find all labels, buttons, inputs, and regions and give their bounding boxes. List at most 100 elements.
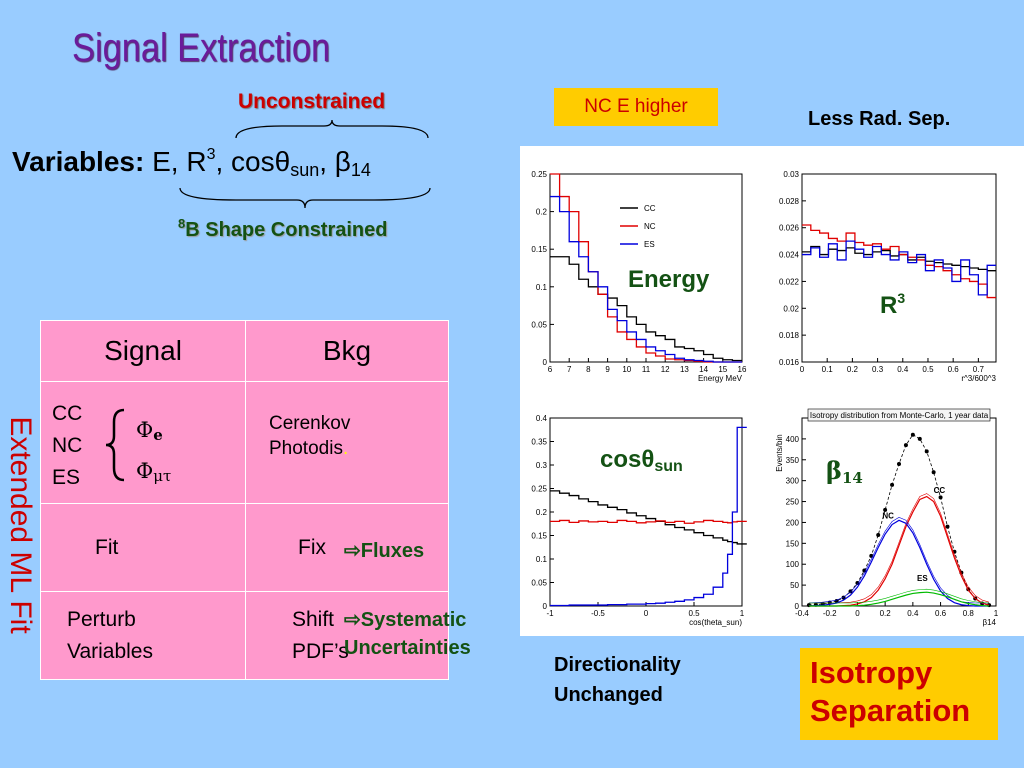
beta14-data-point — [938, 495, 943, 500]
r3-series-ES — [802, 240, 996, 296]
bkg-fix: Fix — [245, 503, 449, 592]
energy-legend-label: CC — [644, 204, 656, 213]
unconstrained-label: Unconstrained — [238, 90, 386, 113]
cos-x-axis-label: cos(theta_sun) — [689, 618, 742, 627]
bkg-cell-row1: Cerenkov Photodis. — [245, 381, 449, 504]
beta14-x-tick-label: 1 — [994, 609, 999, 618]
variables-label: Variables: — [12, 146, 145, 177]
beta14-title-box — [807, 408, 991, 422]
beta14-series-NC — [808, 519, 990, 607]
r3-y-tick-label: 0.02 — [783, 304, 799, 313]
r3-y-tick-label: 0.024 — [779, 251, 800, 260]
r3-y-tick-label: 0.026 — [779, 224, 800, 233]
cos-x-tick-label: 1 — [740, 609, 745, 618]
cos-x-tick-label: 0 — [644, 609, 649, 618]
cos-y-tick-label: 0.25 — [531, 485, 547, 494]
variables-e-r: E, R — [152, 146, 207, 177]
r3-x-tick-label: 0.2 — [847, 365, 859, 374]
r3-x-tick-label: 0.6 — [948, 365, 960, 374]
beta14-x-tick-label: 0 — [855, 609, 860, 618]
signal-header: Signal — [40, 320, 246, 382]
beta14-y-tick-label: 0 — [795, 602, 800, 611]
beta14-y-tick-label: 400 — [786, 435, 800, 444]
beta14-plot-frame — [801, 417, 997, 607]
cos-y-tick-label: 0.05 — [531, 579, 547, 588]
b8-superscript: 8 — [178, 216, 186, 231]
signal-cell-row1: CC NC ES Φe Φμτ — [40, 381, 246, 504]
signal-es: ES — [52, 465, 81, 489]
bkg-cerenkov: Cerenkov — [269, 412, 351, 434]
r3-y-tick-label: 0.022 — [779, 277, 800, 286]
r3-x-tick-label: 0.7 — [973, 365, 985, 374]
cos-plot-frame — [549, 417, 743, 607]
cos-y-tick-label: 0.1 — [536, 555, 548, 564]
beta14-x-axis-label: β14 — [983, 618, 997, 627]
bkg-photodis: Photodis. — [269, 437, 349, 459]
systematic-arrow-label: ⇨Systematic Uncertainties — [344, 609, 471, 659]
cos-y-tick-label: 0.2 — [536, 508, 548, 517]
energy-x-tick-label: 9 — [605, 365, 610, 374]
cos-x-tick-label: -0.5 — [591, 609, 605, 618]
cos-series-ES — [550, 426, 747, 607]
cos-y-tick-label: 0.3 — [536, 461, 548, 470]
energy-x-axis-label: Energy MeV — [698, 374, 743, 383]
energy-x-tick-label: 7 — [567, 365, 572, 374]
energy-legend-label: ES — [644, 240, 655, 249]
energy-legend-label: NC — [644, 222, 656, 231]
curly-brace-icon — [105, 408, 125, 481]
beta14-x-tick-label: 0.4 — [907, 609, 919, 618]
r3-x-axis-label: r^3/600^3 — [961, 374, 996, 383]
beta14-series-ES — [808, 591, 990, 607]
energy-x-tick-label: 8 — [586, 365, 591, 374]
energy-y-tick-label: 0.2 — [536, 208, 548, 217]
r3-x-tick-label: 0.5 — [922, 365, 934, 374]
energy-x-tick-label: 11 — [642, 365, 651, 374]
energy-x-tick-label: 15 — [718, 365, 727, 374]
beta14-data-point — [883, 507, 888, 512]
energy-chart-label: Energy — [628, 266, 710, 293]
less-rad-sep-label: Less Rad. Sep. — [808, 108, 951, 130]
directionality-label: Directionality Unchanged — [554, 654, 681, 706]
variables-cos: , cos — [215, 146, 275, 177]
beta14-y-axis-label: Events/bin — [775, 434, 784, 471]
extended-ml-fit-label: Extended ML Fit — [4, 416, 37, 634]
energy-series-CC — [550, 256, 742, 362]
r3-plot-frame — [801, 173, 997, 363]
r-superscript: 3 — [206, 146, 216, 163]
beta14-chart-title: Isotropy distribution from Monte-Carlo, … — [810, 411, 989, 420]
bottom-brace-icon — [179, 187, 431, 209]
r3-y-tick-label: 0.016 — [779, 358, 800, 367]
signal-bkg-table: Signal Bkg CC NC ES Φe Φμτ Cere — [40, 320, 449, 680]
beta14-data-point — [848, 589, 853, 594]
beta14-annotation-NC: NC — [882, 511, 894, 520]
page-title: Signal Extraction — [72, 26, 331, 70]
beta14-annotation-ES: ES — [917, 574, 928, 583]
r3-chart-label: R3 — [880, 290, 906, 319]
energy-y-tick-label: 0 — [543, 358, 548, 367]
beta14-x-tick-label: 0.2 — [880, 609, 892, 618]
beta-subscript: 14 — [350, 160, 371, 180]
beta14-series-ES-band — [808, 588, 990, 604]
fluxes-arrow-label: ⇨Fluxes — [344, 540, 425, 562]
r3-x-tick-label: 0.3 — [872, 365, 884, 374]
nc-e-higher-box: NC E higher — [554, 88, 718, 126]
isotropy-separation-box: Isotropy Separation — [800, 648, 998, 740]
beta14-y-tick-label: 150 — [786, 539, 800, 548]
bkg-header: Bkg — [245, 320, 449, 382]
cos-series-CC — [550, 490, 747, 545]
r3-x-tick-label: 0.1 — [822, 365, 834, 374]
cos-y-tick-label: 0.35 — [531, 438, 547, 447]
theta-symbol: θ — [274, 146, 291, 177]
beta14-data-point — [897, 461, 901, 466]
energy-x-tick-label: 13 — [680, 365, 689, 374]
r3-y-tick-label: 0.018 — [779, 331, 800, 340]
b8-shape-label: 8B Shape Constrained — [178, 216, 388, 242]
energy-y-tick-label: 0.25 — [531, 170, 547, 179]
beta14-y-tick-label: 250 — [786, 498, 800, 507]
beta14-annotation-CC: CC — [934, 486, 946, 495]
energy-x-tick-label: 12 — [661, 365, 670, 374]
arrow-right-icon: ⇨ — [344, 540, 361, 562]
beta14-x-tick-label: -0.4 — [795, 609, 809, 618]
beta14-x-tick-label: 0.6 — [935, 609, 947, 618]
beta14-y-tick-label: 300 — [786, 477, 800, 486]
